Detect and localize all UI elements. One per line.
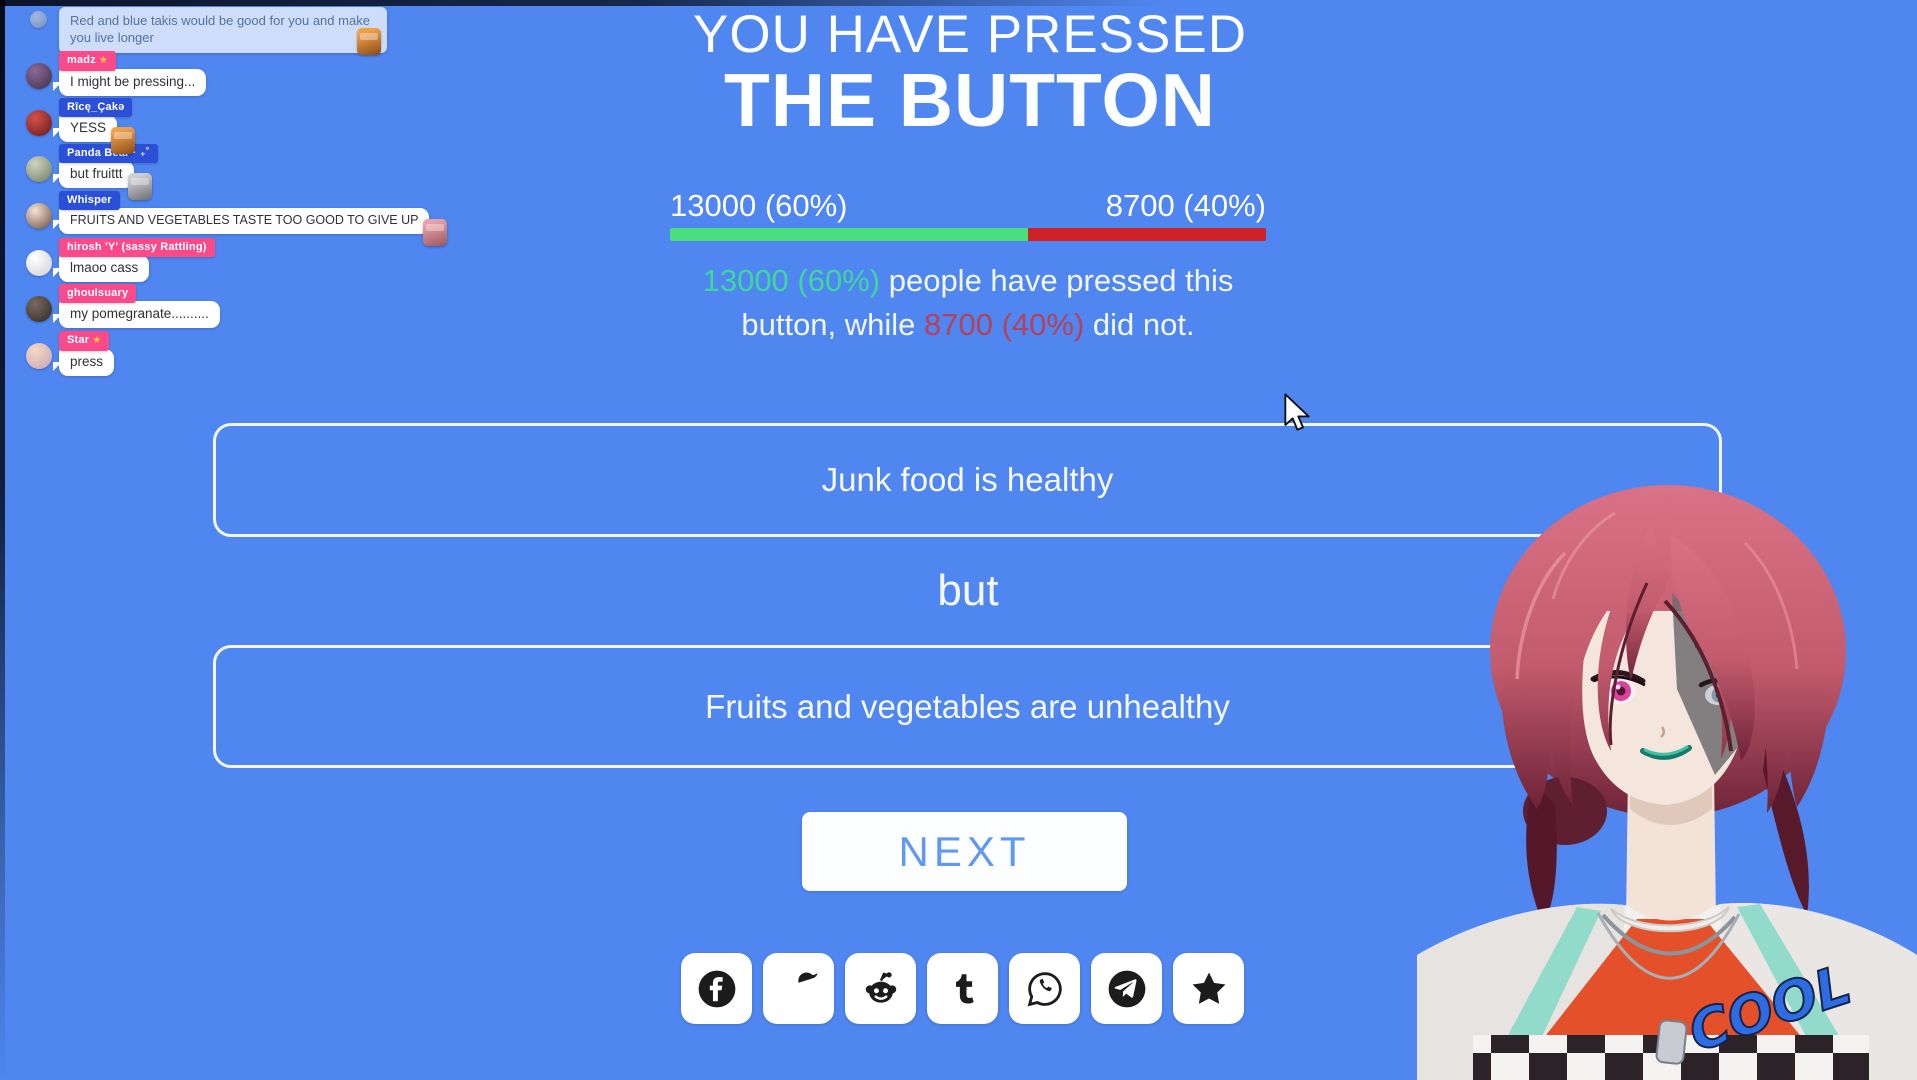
chat-message-bubble: Red and blue takis would be good for you… <box>59 7 387 55</box>
chat-avatar <box>30 11 47 28</box>
chat-username-badge: hirosh 'Y' (sassy Rattling) <box>59 238 215 257</box>
not-pressed-count-label: 8700 (40%) <box>1105 188 1266 223</box>
chat-message: Red and blue takis would be good for you… <box>26 7 387 55</box>
summary-text-3: did not. <box>1084 307 1195 342</box>
share-reddit-button[interactable] <box>845 953 916 1024</box>
chat-message-bubble: YESS <box>52 115 136 154</box>
chat-message-bubble: press <box>52 349 115 376</box>
chat-username-badge: Star ★ <box>59 331 110 351</box>
takis-orange-emote-icon <box>111 127 136 154</box>
capture-left-edge <box>0 0 5 1080</box>
chat-message-bubble: my pomegranate.......... <box>53 301 220 328</box>
chat-avatar <box>26 63 52 89</box>
chat-username-badge: Panda Bear · ₊˚ <box>59 144 158 163</box>
pressed-count-label: 13000 (60%) <box>670 188 848 223</box>
next-button[interactable]: NEXT <box>802 812 1127 891</box>
chat-message-text: FRUITS AND VEGETABLES TASTE TOO GOOD TO … <box>70 213 419 227</box>
chat-message: Whisper FRUITS AND VEGETABLES TASTE TOO G… <box>26 190 448 246</box>
subscriber-star-icon: ★ <box>92 335 102 346</box>
chat-avatar <box>26 250 52 276</box>
chat-username: ghoulsuary <box>67 287 129 299</box>
dilemma-option-2-text: Fruits and vegetables are unhealthy <box>705 687 1230 725</box>
vtuber-character: COOL <box>1417 485 1917 1080</box>
chat-username-badge: Rīcę_Çakə <box>59 98 133 117</box>
share-twitter-button[interactable] <box>763 953 834 1024</box>
dilemma-connector: but <box>937 566 999 615</box>
poll-bar-pressed-segment <box>670 228 1028 241</box>
chat-message: Star ★ press <box>26 330 115 376</box>
chat-message: hirosh 'Y' (sassy Rattling) lmaoo cass <box>26 237 215 282</box>
share-whatsapp-button[interactable] <box>1009 953 1080 1024</box>
chat-avatar <box>26 343 52 369</box>
chat-username: madz <box>67 54 96 66</box>
chat-message: Panda Bear · ₊˚ but fruittt <box>26 143 158 200</box>
tumblr-icon <box>955 973 974 1004</box>
chat-username: hirosh 'Y' (sassy Rattling) <box>67 241 207 253</box>
chat-avatar <box>26 110 52 136</box>
twitter-icon <box>797 971 819 983</box>
chat-message: Rīcę_Çakə YESS <box>26 97 136 154</box>
chat-message-text: I might be pressing... <box>70 74 196 89</box>
takis-orange-emote-icon <box>357 28 381 55</box>
chat-avatar <box>26 203 52 229</box>
reddit-icon <box>865 971 896 1003</box>
favorites-icon <box>1192 972 1225 1004</box>
chat-username: Star <box>67 334 90 346</box>
chat-username-badge: Whisper <box>59 191 120 210</box>
telegram-icon <box>1108 970 1145 1007</box>
chat-avatar <box>26 156 52 182</box>
chat-message: madz ★ I might be pressing... <box>26 50 207 96</box>
dilemma-option-1-text: Junk food is healthy <box>821 461 1114 498</box>
summary-text-1: people have pressed this <box>880 263 1234 298</box>
chat-message-bubble: but fruittt <box>53 161 152 200</box>
chat-message: ghoulsuary my pomegranate.......... <box>26 283 220 328</box>
chat-message-text: lmaoo cass <box>70 260 139 275</box>
chat-username: Panda Bear · ₊˚ <box>67 147 150 159</box>
chat-message-text: Red and blue takis would be good for you… <box>70 13 370 45</box>
chat-username-badge: madz ★ <box>59 51 117 71</box>
takis-grey-emote-icon <box>127 173 152 200</box>
capture-top-edge <box>0 0 1160 6</box>
share-tumblr-button[interactable] <box>927 953 998 1024</box>
poll-summary-sentence: 13000 (60%) people have pressed this but… <box>660 259 1276 347</box>
chat-username: Whisper <box>67 194 112 206</box>
whatsapp-icon <box>1027 971 1062 1006</box>
mouse-cursor <box>1284 393 1310 431</box>
share-telegram-button[interactable] <box>1091 953 1162 1024</box>
chat-message-bubble: I might be pressing... <box>52 69 207 96</box>
summary-pressed-value: 13000 (60%) <box>702 263 881 298</box>
poll-labels: 13000 (60%) 8700 (40%) <box>670 188 1266 224</box>
dilemma-option-1-box: Junk food is healthy <box>213 423 1722 537</box>
summary-not-pressed-value: 8700 (40%) <box>924 307 1085 342</box>
chat-message-bubble: lmaoo cass <box>52 255 150 282</box>
chat-username-badge: ghoulsuary <box>59 284 137 303</box>
subscriber-star-icon: ★ <box>98 55 109 66</box>
chat-avatar <box>26 296 52 322</box>
summary-text-2: button, while <box>741 307 925 342</box>
chat-message-text: my pomegranate.......... <box>70 306 209 321</box>
character-hair-front <box>1500 489 1833 813</box>
chat-message-bubble: FRUITS AND VEGETABLES TASTE TOO GOOD TO … <box>52 208 448 246</box>
title-line-1: YOU HAVE PRESSED <box>693 5 1247 64</box>
chat-message-text: press <box>70 354 104 369</box>
share-facebook-button[interactable] <box>681 953 752 1024</box>
facebook-icon <box>698 970 735 1007</box>
chat-username: Rīcę_Çakə <box>67 101 125 113</box>
page-title: YOU HAVE PRESSED THE BUTTON <box>420 5 1520 142</box>
chat-message-text: YESS <box>70 120 107 135</box>
poll-result-bar <box>670 228 1266 241</box>
takis-pink-emote-icon <box>423 219 448 246</box>
stream-chat-overlay: Red and blue takis would be good for you… <box>0 0 448 420</box>
share-favorites-button[interactable] <box>1173 953 1244 1024</box>
share-button-row <box>681 953 1244 1024</box>
chat-message-text: but fruittt <box>70 166 123 181</box>
title-line-2: THE BUTTON <box>724 58 1216 142</box>
